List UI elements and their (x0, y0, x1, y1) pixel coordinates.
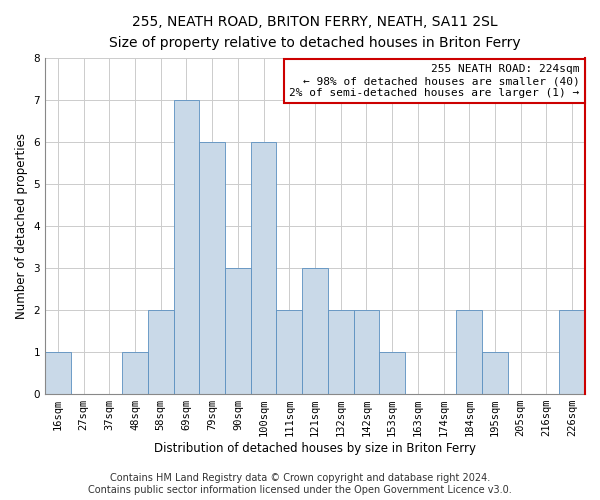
Bar (45, 352, 71, 394)
Bar (559, 310, 585, 394)
Bar (173, 100, 199, 394)
Y-axis label: Number of detached properties: Number of detached properties (15, 133, 28, 319)
Title: 255, NEATH ROAD, BRITON FERRY, NEATH, SA11 2SL
Size of property relative to deta: 255, NEATH ROAD, BRITON FERRY, NEATH, SA… (109, 15, 521, 50)
Bar (482, 352, 508, 394)
Bar (148, 310, 173, 394)
Text: 255 NEATH ROAD: 224sqm
← 98% of detached houses are smaller (40)
2% of semi-deta: 255 NEATH ROAD: 224sqm ← 98% of detached… (289, 64, 580, 98)
Text: Contains HM Land Registry data © Crown copyright and database right 2024.
Contai: Contains HM Land Registry data © Crown c… (88, 474, 512, 495)
Bar (277, 310, 302, 394)
Bar (199, 142, 225, 394)
Bar (302, 268, 328, 394)
Bar (225, 268, 251, 394)
Bar (251, 142, 277, 394)
Bar (353, 310, 379, 394)
Bar (122, 352, 148, 394)
X-axis label: Distribution of detached houses by size in Briton Ferry: Distribution of detached houses by size … (154, 442, 476, 455)
Bar (457, 310, 482, 394)
Bar (328, 310, 353, 394)
Bar (379, 352, 405, 394)
